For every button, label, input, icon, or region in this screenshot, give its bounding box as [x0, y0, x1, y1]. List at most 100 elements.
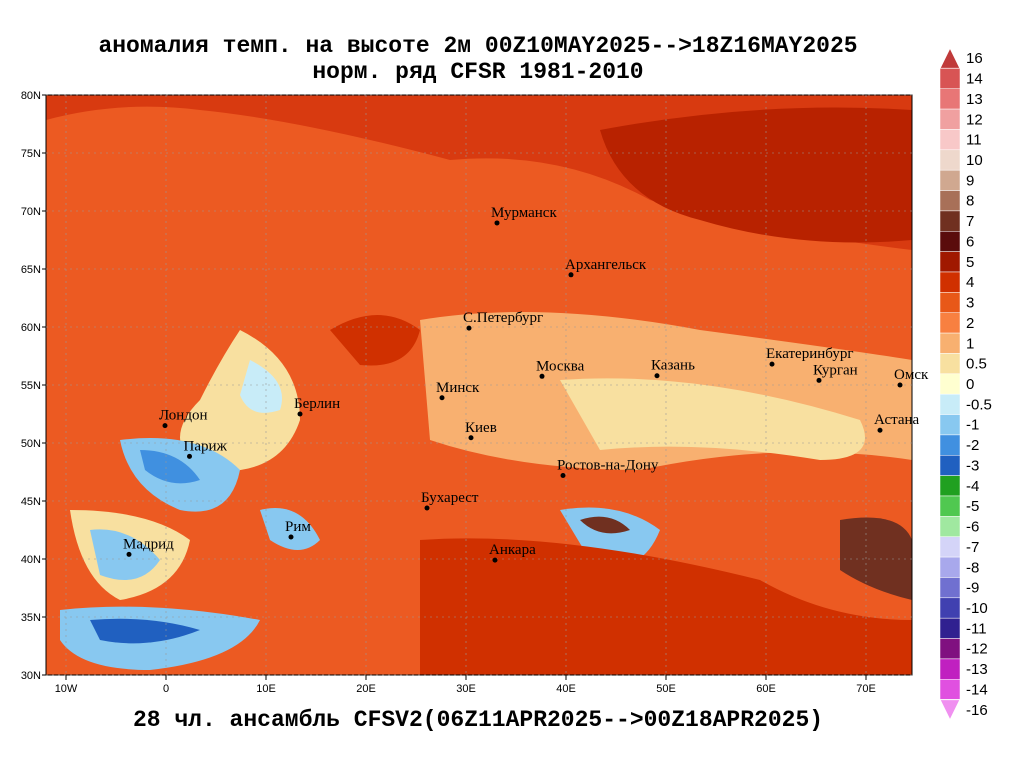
colorbar-box: [939, 393, 961, 415]
colorbar-label: -11: [966, 620, 987, 637]
colorbar-label: -13: [966, 661, 988, 678]
colorbar-box: [939, 129, 961, 151]
city-label: Бухарест: [421, 490, 479, 506]
city-label: Москва: [536, 358, 585, 374]
colorbar-box: [939, 658, 961, 680]
city-label: Лондон: [159, 408, 208, 424]
x-tick-label: 10W: [55, 683, 78, 695]
colorbar-box: [939, 638, 961, 660]
city-label: Рим: [285, 519, 311, 535]
colorbar-box: [939, 495, 961, 517]
city-label: Мадрид: [123, 536, 174, 552]
colorbar-label: -16: [966, 702, 988, 719]
colorbar-box: [939, 679, 961, 700]
city-dot: [187, 453, 192, 459]
city-dot: [654, 373, 660, 379]
title: аномалия темп. на высоте 2м 00Z10MAY2025…: [98, 33, 857, 59]
colorbar-box: [939, 88, 961, 110]
subtitle: норм. ряд CFSR 1981-2010: [312, 59, 643, 85]
y-tick-label: 60N: [21, 322, 41, 334]
city-label: Берлин: [294, 396, 340, 412]
city-label: Мурманск: [491, 205, 557, 221]
y-tick-label: 70N: [21, 206, 41, 218]
city-label: С.Петербург: [463, 310, 543, 326]
colorbar-box: [939, 434, 961, 456]
y-tick-label: 55N: [21, 380, 41, 392]
city-dot: [494, 220, 500, 226]
city-label: Ростов-на-Дону: [557, 457, 659, 473]
colorbar-box: [939, 271, 961, 293]
colorbar-box: [939, 292, 961, 313]
colorbar-label: 16: [966, 50, 983, 67]
city-dot: [468, 435, 474, 441]
colorbar-box: [939, 353, 961, 375]
colorbar-label: -12: [966, 641, 988, 658]
y-tick-label: 40N: [21, 554, 41, 566]
y-tick-label: 65N: [21, 264, 41, 276]
city-dot: [297, 411, 303, 417]
colorbar-label: 3: [966, 295, 974, 312]
city-dot: [162, 423, 168, 429]
colorbar-box: [939, 332, 961, 354]
y-tick-label: 50N: [21, 438, 41, 450]
x-tick-label: 70E: [856, 683, 876, 695]
colorbar-label: 14: [966, 71, 983, 88]
colorbar-label: -9: [966, 580, 979, 597]
colorbar-label: -7: [966, 539, 979, 556]
city-dot: [897, 382, 903, 388]
x-tick-label: 0: [163, 683, 169, 695]
city-label: Париж: [184, 438, 228, 454]
city-dot: [288, 534, 294, 540]
colorbar-box: [939, 617, 961, 639]
colorbar-box: [939, 475, 961, 497]
colorbar-box: [939, 577, 961, 599]
city-dot: [769, 361, 775, 367]
colorbar-cap: [939, 46, 961, 69]
x-tick-label: 30E: [456, 683, 476, 695]
colorbar-label: -10: [966, 600, 988, 617]
y-tick-label: 30N: [21, 670, 41, 682]
city-label: Анкара: [489, 542, 536, 558]
colorbar-box: [939, 556, 961, 578]
colorbar-box: [939, 536, 961, 558]
colorbar-box: [939, 414, 961, 436]
colorbar-box: [939, 597, 961, 619]
colorbar-label: -5: [966, 498, 979, 515]
colorbar-box: [939, 108, 961, 130]
city-dot: [568, 272, 574, 278]
colorbar-label: -3: [966, 457, 979, 474]
colorbar-label: 13: [966, 91, 983, 108]
colorbar-label: 11: [966, 132, 982, 149]
city-dot: [560, 472, 566, 478]
city-dot: [816, 377, 822, 383]
colorbar-label: 10: [966, 152, 983, 169]
colorbar-label: 6: [966, 233, 974, 250]
colorbar-label: 4: [966, 274, 974, 291]
colorbar-box: [939, 312, 961, 334]
city-dot: [126, 551, 132, 557]
colorbar-label: 1: [966, 335, 974, 352]
city-label: Архангельск: [565, 257, 647, 273]
city-dot: [466, 325, 472, 331]
colorbar-box: [939, 149, 961, 171]
city-label: Казань: [651, 358, 695, 374]
colorbar-box: [939, 210, 961, 232]
colorbar-label: -2: [966, 437, 979, 454]
y-tick-label: 35N: [21, 612, 41, 624]
colorbar-label: 0: [966, 376, 974, 393]
city-label: Омск: [894, 367, 929, 383]
city-dot: [877, 427, 883, 433]
city-dot: [424, 505, 430, 511]
colorbar-label: 8: [966, 193, 974, 210]
colorbar-label: 12: [966, 111, 983, 128]
colorbar-box: [939, 373, 961, 395]
colorbar-label: -1: [966, 417, 979, 434]
colorbar-box: [939, 455, 961, 476]
x-tick-label: 10E: [256, 683, 276, 695]
footer: 28 чл. ансамбль CFSV2(06Z11APR2025-->00Z…: [133, 707, 823, 733]
colorbar-label: -4: [966, 478, 979, 495]
city-dot: [439, 395, 445, 401]
x-tick-label: 60E: [756, 683, 776, 695]
colorbar-box: [939, 516, 961, 537]
